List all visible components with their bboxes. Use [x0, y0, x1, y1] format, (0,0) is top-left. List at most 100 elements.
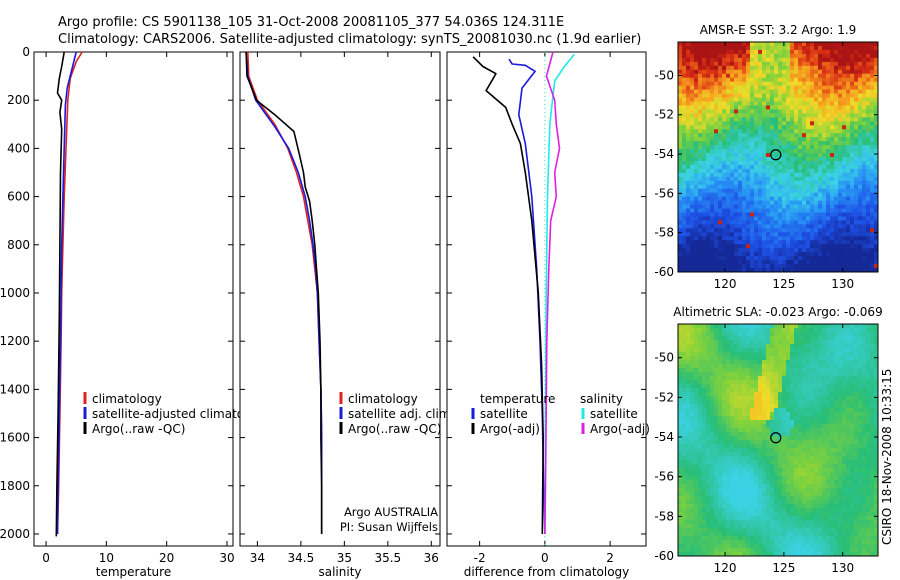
- heatmap-cell: [810, 396, 815, 401]
- heatmap-cell: [858, 456, 863, 461]
- heatmap-cell: [802, 344, 807, 349]
- heatmap-cell: [786, 196, 791, 202]
- heatmap-cell: [694, 184, 699, 190]
- heatmap-cell: [814, 113, 819, 118]
- heatmap-cell: [738, 220, 743, 225]
- heatmap-cell: [730, 340, 735, 345]
- heatmap-cell: [766, 121, 771, 126]
- heatmap-cell: [774, 208, 779, 213]
- heatmap-cell: [806, 224, 811, 229]
- heatmap-cell: [694, 160, 699, 166]
- heatmap-cell: [686, 356, 691, 361]
- heatmap-cell: [682, 340, 687, 345]
- heatmap-cell: [754, 117, 759, 122]
- heatmap-cell: [818, 468, 823, 473]
- heatmap-cell: [838, 129, 843, 134]
- heatmap-cell: [818, 196, 823, 202]
- x-tick-label: 35.5: [374, 551, 401, 565]
- heatmap-cell: [706, 101, 711, 106]
- heatmap-cell: [722, 468, 727, 473]
- heatmap-cell: [826, 368, 831, 373]
- heatmap-cell: [734, 93, 739, 98]
- heatmap-cell: [846, 244, 851, 249]
- heatmap-cell: [850, 81, 855, 87]
- heatmap-cell: [762, 356, 767, 361]
- heatmap-cell: [838, 356, 843, 361]
- heatmap-cell: [758, 101, 763, 106]
- heatmap-cell: [798, 452, 803, 457]
- heatmap-cell: [806, 240, 811, 245]
- heatmap-cell: [774, 232, 779, 237]
- heatmap-cell: [838, 176, 843, 182]
- heatmap-cell: [782, 380, 787, 385]
- heatmap-cell: [866, 464, 871, 469]
- heatmap-cell: [718, 400, 723, 405]
- heatmap-cell: [710, 117, 715, 122]
- heatmap-cell: [838, 240, 843, 245]
- heatmap-cell: [838, 444, 843, 449]
- heatmap-cell: [722, 145, 727, 150]
- heatmap-cell: [826, 180, 831, 186]
- heatmap-cell: [746, 340, 751, 345]
- heatmap-cell: [690, 176, 695, 182]
- heatmap-cell: [826, 336, 831, 341]
- heatmap-cell: [706, 45, 711, 51]
- heatmap-cell: [714, 196, 719, 202]
- heatmap-cell: [726, 236, 731, 241]
- heatmap-cell: [714, 416, 719, 421]
- heatmap-cell: [714, 168, 719, 174]
- x-tick-label: 35: [337, 551, 352, 565]
- heatmap-cell: [730, 348, 735, 353]
- heatmap-cell: [754, 153, 759, 158]
- heatmap-cell: [734, 224, 739, 229]
- heatmap-cell: [754, 432, 759, 437]
- heatmap-cell: [810, 180, 815, 186]
- heatmap-cell: [762, 109, 767, 114]
- heatmap-cell: [698, 268, 703, 273]
- heatmap-cell: [706, 168, 711, 174]
- heatmap-cell: [798, 164, 803, 170]
- heatmap-cell: [698, 376, 703, 381]
- heatmap-cell: [822, 332, 827, 337]
- heatmap-cell: [678, 212, 683, 217]
- heatmap-cell: [758, 428, 763, 433]
- heatmap-cell: [854, 97, 859, 102]
- heatmap-cell: [742, 200, 747, 205]
- heatmap-cell: [746, 149, 751, 154]
- heatmap-cell: [754, 212, 759, 217]
- heatmap-cell: [738, 208, 743, 213]
- heatmap-cell: [834, 208, 839, 213]
- heatmap-cell: [870, 49, 875, 55]
- heatmap-cell: [690, 208, 695, 213]
- heatmap-cell: [710, 133, 715, 138]
- heatmap-cell: [778, 416, 783, 421]
- heatmap-cell: [782, 352, 787, 357]
- heatmap-cell: [758, 416, 763, 421]
- heatmap-cell: [810, 216, 815, 221]
- heatmap-cell: [714, 348, 719, 353]
- heatmap-cell: [698, 145, 703, 150]
- heatmap-cell: [694, 141, 699, 146]
- map-frame: [677, 41, 879, 273]
- heatmap-cell: [678, 324, 683, 329]
- heatmap-cell: [718, 460, 723, 465]
- heatmap-cell: [766, 196, 771, 202]
- heatmap-cell: [698, 336, 703, 341]
- heatmap-cell: [834, 137, 839, 142]
- heatmap-cell: [798, 256, 803, 261]
- heatmap-cell: [854, 180, 859, 186]
- heatmap-cell: [818, 77, 823, 83]
- heatmap-cell: [714, 42, 719, 47]
- heatmap-cell: [762, 137, 767, 142]
- heatmap-cell: [770, 384, 775, 389]
- heatmap-cell: [722, 444, 727, 449]
- heatmap-cell: [710, 200, 715, 205]
- heatmap-cell: [730, 81, 735, 87]
- heatmap-cell: [766, 57, 771, 63]
- heatmap-cell: [854, 428, 859, 433]
- heatmap-cell: [822, 384, 827, 389]
- heatmap-cell: [738, 212, 743, 217]
- heatmap-cell: [746, 236, 751, 241]
- heatmap-cell: [798, 340, 803, 345]
- heatmap-cell: [862, 117, 867, 122]
